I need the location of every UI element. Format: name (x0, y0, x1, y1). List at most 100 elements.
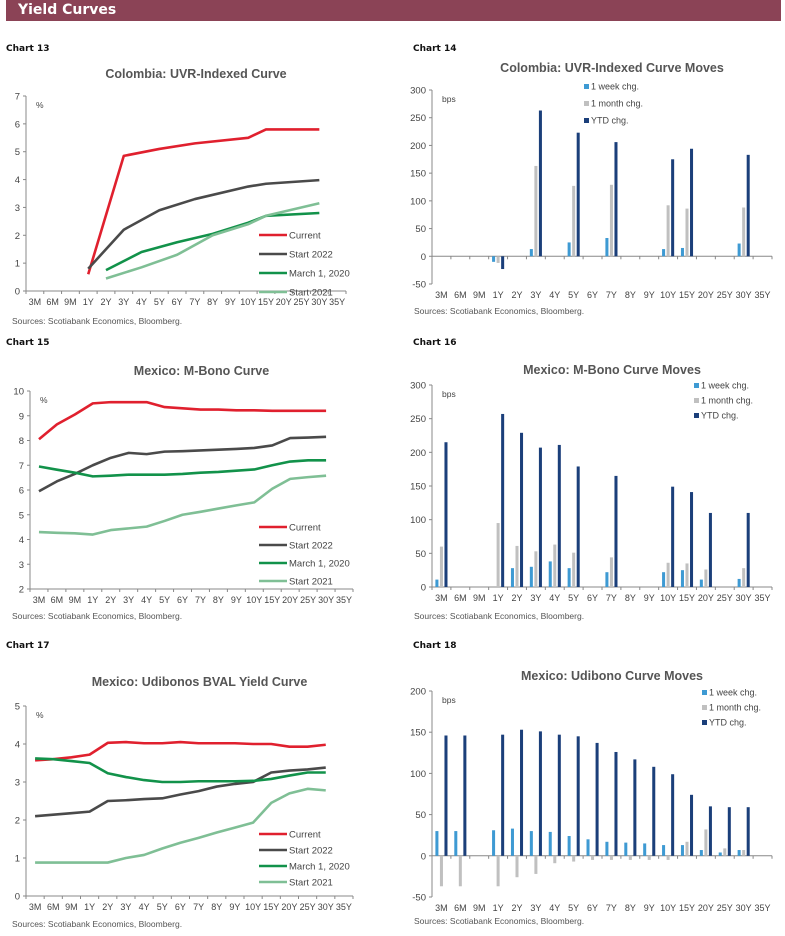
chart-18-panel: Mexico: Udibono Curve Moves -50 0 50 100 150 2… (406, 664, 784, 936)
bar-1-month-chg- (534, 165, 538, 257)
bar-ytd-chg- (690, 794, 694, 856)
y-tick-label: 200 (410, 141, 426, 152)
y-tick-label: 1 (15, 854, 20, 865)
x-tick-label: 4Y (549, 593, 560, 603)
bar-ytd-chg- (671, 774, 675, 856)
bar-1-month-chg- (647, 855, 651, 860)
y-tick-label: 6 (19, 486, 24, 497)
x-tick-label: 20Y (276, 297, 292, 307)
chart-title: Mexico: Udibonos BVAL Yield Curve (92, 675, 308, 689)
y-tick-label: 7 (15, 92, 20, 103)
y-unit-label: % (36, 100, 44, 110)
x-tick-label: 25Y (717, 593, 733, 603)
x-tick-label: 35Y (336, 902, 352, 912)
bar-1-month-chg- (515, 855, 519, 878)
x-tick-label: 20Y (282, 595, 298, 605)
bar-1-month-chg- (439, 546, 443, 587)
x-tick-label: 15Y (263, 902, 279, 912)
x-tick-label: 15Y (264, 595, 280, 605)
y-tick-label: 150 (410, 728, 426, 739)
x-tick-label: 6Y (587, 290, 598, 300)
bar-1-week-chg- (492, 256, 496, 262)
bar-1-month-chg- (704, 829, 708, 856)
x-tick-label: 10Y (660, 593, 676, 603)
bar-1-month-chg- (439, 855, 443, 887)
chart-16-svg: Mexico: M-Bono Curve Moves 0 50 100 150 200 25… (410, 363, 773, 621)
chart-16-label: Chart 16 (413, 338, 457, 348)
y-tick-label: 150 (410, 169, 426, 180)
x-tick-label: 9M (69, 595, 82, 605)
y-unit-label: bps (442, 94, 456, 104)
y-tick-label: 6 (15, 119, 20, 130)
x-tick-label: 6M (454, 290, 467, 300)
legend-label: Current (289, 830, 321, 841)
x-tick-label: 9Y (644, 903, 655, 913)
y-tick-label: 100 (410, 769, 426, 780)
y-tick-label: 8 (19, 436, 24, 447)
x-tick-label: 2Y (511, 903, 522, 913)
series-line-start-2021 (105, 201, 320, 280)
legend-label: 1 month chg. (701, 396, 753, 406)
x-tick-label: 4Y (139, 902, 150, 912)
legend-label: Start 2021 (289, 288, 333, 299)
x-tick-label: 5Y (154, 297, 165, 307)
y-tick-label: 1 (15, 259, 20, 270)
bar-1-week-chg- (680, 845, 684, 856)
series-line-start-2022 (87, 178, 320, 270)
chart-16-panel: Mexico: M-Bono Curve Moves 0 50 100 150 200 25… (406, 355, 784, 625)
bar-1-month-chg- (704, 569, 708, 587)
bar-ytd-chg- (708, 806, 712, 856)
chart-17-svg: Mexico: Udibonos BVAL Yield Curve 0 1 2 3 4 5%… (12, 675, 354, 929)
bar-1-week-chg- (680, 570, 684, 587)
chart-title: Mexico: M-Bono Curve (134, 364, 269, 378)
x-tick-label: 3M (435, 903, 448, 913)
bar-1-month-chg- (496, 523, 500, 587)
bar-1-month-chg- (572, 855, 576, 862)
bar-1-month-chg- (609, 184, 613, 257)
x-tick-label: 35Y (755, 903, 771, 913)
x-tick-label: 10Y (245, 902, 261, 912)
x-tick-label: 10Y (660, 903, 676, 913)
x-tick-label: 1Y (84, 902, 95, 912)
x-tick-label: 6Y (175, 902, 186, 912)
chart-13-label: Chart 13 (6, 44, 50, 54)
bar-1-week-chg- (643, 843, 647, 856)
x-tick-label: 3M (435, 290, 448, 300)
source-note: Sources: Scotiabank Economics, Bloomberg… (414, 916, 584, 926)
legend-swatch (694, 383, 699, 388)
legend-label: Start 2022 (289, 250, 333, 261)
bar-1-week-chg- (737, 578, 741, 587)
bar-ytd-chg- (463, 735, 467, 856)
bar-1-week-chg- (699, 579, 703, 587)
x-tick-label: 20Y (698, 290, 714, 300)
x-tick-label: 3Y (118, 297, 129, 307)
x-tick-label: 9Y (231, 595, 242, 605)
chart-13-svg: Colombia: UVR-Indexed Curve 0 1 2 3 4 5 6 7% 3M 6M… (12, 67, 350, 326)
x-tick-label: 15Y (679, 290, 695, 300)
bar-ytd-chg- (614, 751, 618, 856)
y-tick-label: 4 (19, 535, 24, 546)
x-tick-label: 9M (64, 297, 77, 307)
y-tick-label: 250 (410, 113, 426, 124)
bar-ytd-chg- (690, 492, 694, 587)
chart-18-label: Chart 18 (413, 641, 457, 651)
bar-1-month-chg- (591, 855, 595, 860)
legend-label: March 1, 2020 (289, 559, 350, 570)
legend-label: YTD chg. (701, 411, 739, 421)
bar-1-week-chg- (699, 850, 703, 856)
legend-swatch (584, 118, 589, 123)
bar-1-week-chg- (662, 249, 666, 257)
y-tick-label: 50 (415, 549, 426, 560)
legend-label: Current (289, 523, 321, 534)
legend-swatch (584, 84, 589, 89)
x-tick-label: 30Y (318, 595, 334, 605)
y-tick-label: 10 (13, 387, 24, 398)
bar-1-month-chg- (666, 855, 670, 860)
x-tick-label: 9M (65, 902, 78, 912)
x-tick-label: 4Y (141, 595, 152, 605)
legend-swatch (702, 705, 707, 710)
y-tick-label: 100 (410, 196, 426, 207)
bar-1-month-chg- (723, 848, 727, 856)
x-tick-label: 5Y (159, 595, 170, 605)
x-tick-label: 20Y (281, 902, 297, 912)
